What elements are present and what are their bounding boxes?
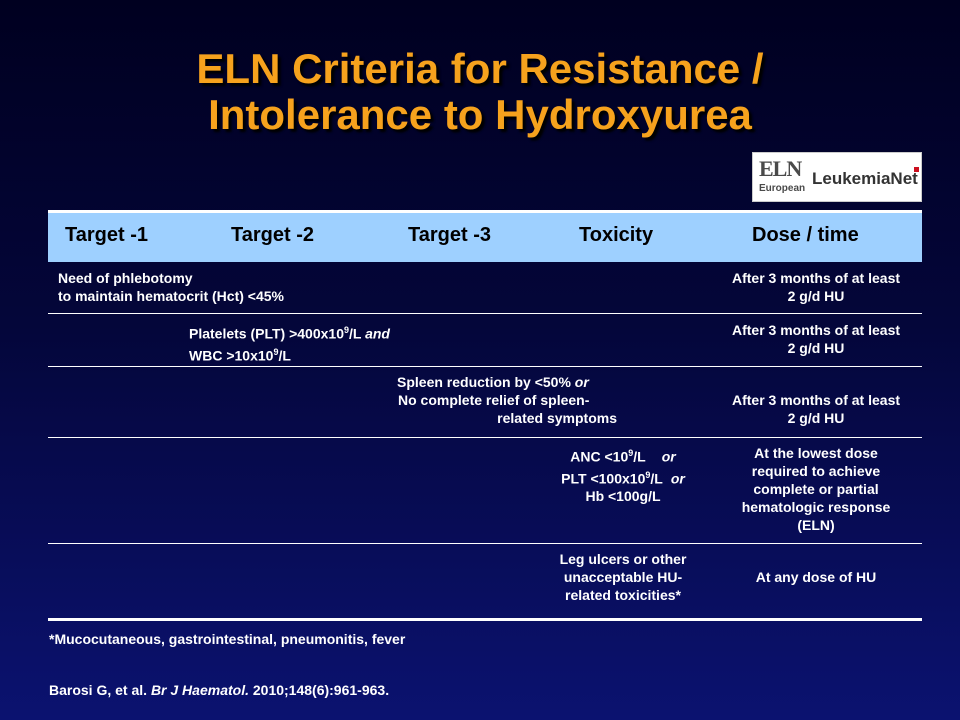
row4-tox-line3: Hb <100g/L (585, 488, 661, 505)
citation-authors: Barosi G, et al. (49, 682, 151, 698)
row2-target2: Platelets (PLT) >400x109/L and WBC >10x1… (189, 321, 390, 364)
citation-journal: Br J Haematol. (150, 682, 249, 698)
row4-dose-line2: required to achieve (751, 463, 881, 479)
header-target-3: Target -3 (408, 224, 491, 246)
row2-target2-line1: Platelets (PLT) >400x109/L and (189, 325, 390, 342)
table-row: Spleen reduction by <50% or No complete … (48, 367, 922, 438)
row3-target3: Spleen reduction by <50% or No complete … (394, 373, 634, 427)
row4-dose-line1: At the lowest dose (754, 445, 878, 461)
row1-dose-line1: After 3 months of at least (731, 270, 901, 286)
row1-dose-line2: 2 g/d HU (787, 288, 845, 304)
row2-target2-line2: WBC >10x109/L (189, 346, 291, 364)
header-dose-time: Dose / time (752, 224, 859, 246)
row3-target3-line1: Spleen reduction by <50% or (397, 374, 589, 390)
logo-eln-mark: ELN (759, 156, 802, 181)
logo-red-dot (914, 167, 919, 172)
row4-dose-line5: (ELN) (797, 517, 835, 533)
row5-tox-line2: unacceptable HU- (563, 569, 683, 585)
row5-toxicity: Leg ulcers or other unacceptable HU- rel… (538, 550, 708, 604)
logo-european-text: European (759, 183, 806, 194)
table-header: Target -1 Target -2 Target -3 Toxicity D… (48, 210, 922, 262)
european-leukemianet-logo: ELN European LeukemiaNet (752, 152, 922, 202)
title-line-1: ELN Criteria for Resistance / (196, 45, 764, 92)
row1-target1: Need of phlebotomy to maintain hematocri… (58, 269, 284, 305)
header-toxicity: Toxicity (579, 224, 654, 246)
row4-tox-line2: PLT <100x109/L or (561, 469, 685, 487)
row4-dose-line4: hematologic response (741, 499, 891, 515)
citation: Barosi G, et al. Br J Haematol. 2010;148… (49, 682, 389, 698)
title-line-2: Intolerance to Hydroxyurea (208, 91, 752, 138)
row4-toxicity: ANC <109/L or PLT <100x109/L or Hb <100g/L (538, 444, 708, 505)
row2-dose-line2: 2 g/d HU (787, 340, 845, 356)
row4-tox-line1: ANC <109/L or (570, 448, 676, 465)
row3-dose-line2: 2 g/d HU (787, 410, 845, 426)
footnote: *Mucocutaneous, gastrointestinal, pneumo… (49, 631, 406, 647)
criteria-table: Target -1 Target -2 Target -3 Toxicity D… (48, 210, 922, 621)
logo-name-text: LeukemiaNet (812, 169, 918, 188)
row4-dose: At the lowest dose required to achieve c… (704, 444, 928, 534)
row1-target1-line1: Need of phlebotomy (58, 270, 193, 286)
row3-target3-line3: related symptoms (497, 410, 617, 426)
row3-dose: After 3 months of at least 2 g/d HU (704, 391, 928, 427)
row2-dose: After 3 months of at least 2 g/d HU (704, 321, 928, 357)
row3-dose-line1: After 3 months of at least (731, 392, 901, 408)
row3-target3-line2: No complete relief of spleen- (398, 392, 590, 408)
row5-dose: At any dose of HU (755, 569, 877, 585)
row1-target1-line2: to maintain hematocrit (Hct) <45% (58, 288, 284, 304)
row5-tox-line3: related toxicities* (565, 587, 681, 603)
table-row: Platelets (PLT) >400x109/L and WBC >10x1… (48, 314, 922, 367)
row5-tox-line1: Leg ulcers or other (559, 551, 687, 567)
table-row: ANC <109/L or PLT <100x109/L or Hb <100g/L… (48, 438, 922, 544)
slide-title: ELN Criteria for Resistance / Intoleranc… (0, 46, 960, 138)
table-row: Leg ulcers or other unacceptable HU- rel… (48, 544, 922, 621)
row4-dose-line3: complete or partial (753, 481, 879, 497)
citation-details: 2010;148(6):961-963. (248, 682, 390, 698)
row1-dose: After 3 months of at least 2 g/d HU (704, 269, 928, 305)
row2-dose-line1: After 3 months of at least (731, 322, 901, 338)
table-row: Need of phlebotomy to maintain hematocri… (48, 262, 922, 314)
header-target-1: Target -1 (65, 224, 148, 246)
header-target-2: Target -2 (231, 224, 314, 246)
